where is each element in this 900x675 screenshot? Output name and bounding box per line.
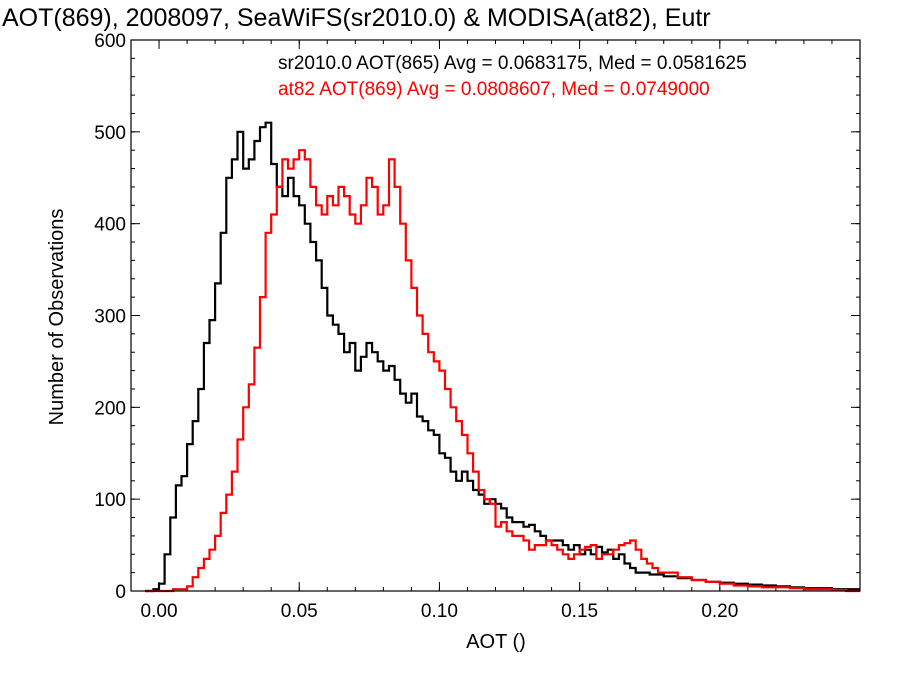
- x-tick-label: 0.20: [701, 601, 738, 622]
- series-2-line: [145, 149, 860, 593]
- y-tick-label: 300: [94, 307, 126, 328]
- x-tick-label: 0.15: [561, 601, 598, 622]
- axis-ticks: 0.00 0.05 0.10 0.15 0.20 0 100 200 300 400 500 600: [94, 31, 861, 622]
- y-tick-label: 100: [94, 490, 126, 511]
- x-axis-label: AOT (): [466, 631, 526, 653]
- x-tick-label: 0.10: [421, 601, 458, 622]
- y-tick-label: 0: [115, 582, 126, 603]
- y-tick-label: 500: [94, 123, 126, 144]
- y-tick-label: 400: [94, 215, 126, 236]
- legend-series-1: sr2010.0 AOT(865) Avg = 0.0683175, Med =…: [278, 53, 747, 74]
- plot-frame: [130, 39, 861, 592]
- y-tick-label: 200: [94, 398, 126, 419]
- legend-series-2: at82 AOT(869) Avg = 0.0808607, Med = 0.0…: [278, 79, 710, 100]
- y-axis-label: Number of Observations: [46, 209, 68, 426]
- series-1-line: [145, 121, 860, 593]
- series-lines: [145, 121, 860, 593]
- y-tick-label: 600: [94, 31, 126, 52]
- x-tick-label: 0.00: [141, 601, 178, 622]
- x-tick-label: 0.05: [281, 601, 318, 622]
- chart-title: AOT(869), 2008097, SeaWiFS(sr2010.0) & M…: [2, 4, 711, 32]
